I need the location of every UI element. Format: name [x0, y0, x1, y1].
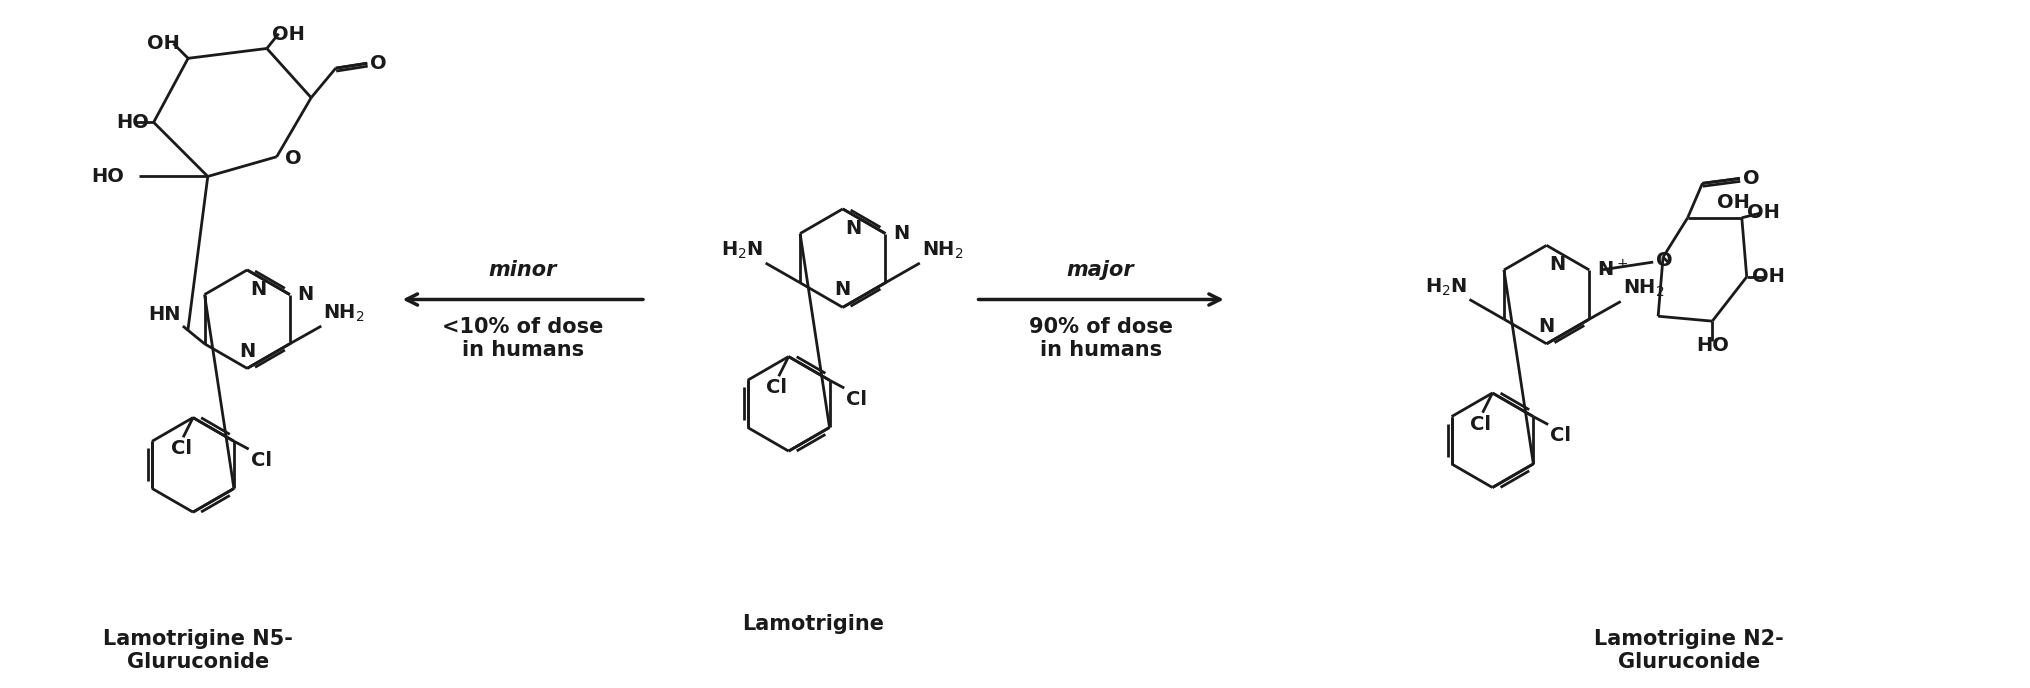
Text: N$^+$: N$^+$ [1596, 259, 1628, 281]
Text: Cl: Cl [250, 451, 272, 470]
Text: OH: OH [1715, 193, 1750, 212]
Text: O: O [284, 149, 300, 169]
Text: Cl: Cl [1470, 415, 1490, 433]
Text: HO: HO [116, 113, 148, 132]
Text: N: N [893, 224, 909, 243]
Text: OH: OH [272, 25, 304, 43]
Text: HO: HO [1695, 336, 1728, 355]
Text: Lamotrigine N2-
Gluruconide: Lamotrigine N2- Gluruconide [1594, 630, 1782, 672]
Text: HN: HN [148, 305, 181, 324]
Text: minor: minor [489, 260, 556, 280]
Text: N: N [1537, 317, 1553, 336]
Text: OH: OH [1746, 204, 1778, 222]
Text: NH$_2$: NH$_2$ [323, 303, 365, 324]
Text: N: N [834, 281, 851, 299]
Text: OH: OH [148, 34, 181, 54]
Text: Cl: Cl [847, 390, 867, 409]
Text: N: N [240, 341, 256, 361]
Text: H$_2$N: H$_2$N [1425, 276, 1468, 297]
Text: OH: OH [1750, 268, 1784, 286]
Text: major: major [1066, 260, 1135, 280]
Text: N: N [844, 219, 861, 238]
Text: HO: HO [91, 167, 124, 186]
Text: NH$_2$: NH$_2$ [1622, 278, 1663, 299]
Text: Cl: Cl [765, 378, 788, 397]
Text: H$_2$N: H$_2$N [721, 240, 763, 261]
Text: O: O [369, 54, 386, 73]
Text: NH$_2$: NH$_2$ [922, 240, 962, 261]
Text: Cl: Cl [171, 439, 191, 458]
Text: 90% of dose
in humans: 90% of dose in humans [1027, 317, 1171, 361]
Text: <10% of dose
in humans: <10% of dose in humans [443, 317, 603, 361]
Text: N: N [298, 285, 315, 304]
Text: O: O [1742, 169, 1758, 188]
Text: N: N [250, 280, 266, 299]
Text: N: N [1549, 255, 1565, 275]
Text: Lamotrigine N5-
Gluruconide: Lamotrigine N5- Gluruconide [104, 630, 292, 672]
Text: Cl: Cl [1549, 427, 1571, 446]
Text: Lamotrigine: Lamotrigine [741, 614, 883, 634]
Text: O: O [1654, 250, 1673, 270]
